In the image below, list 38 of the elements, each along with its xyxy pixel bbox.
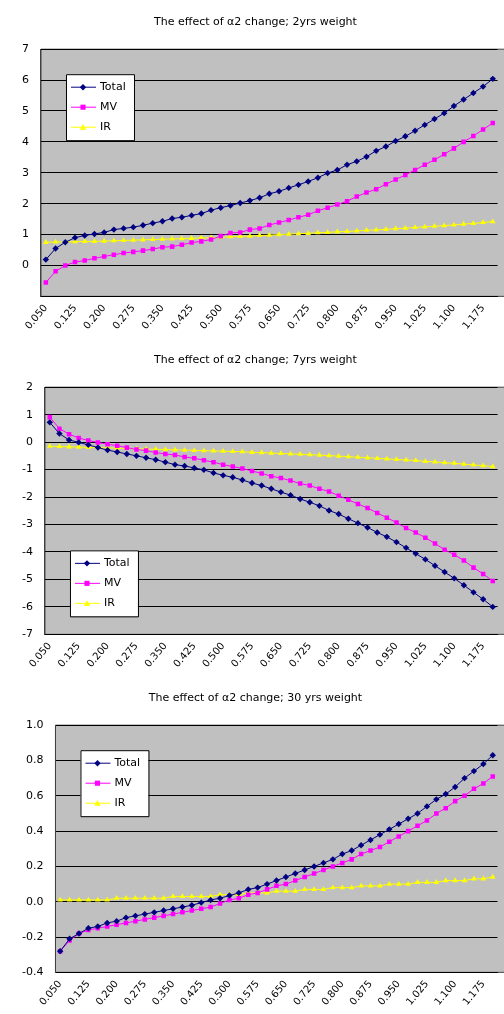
y-tick-label: -1 [22, 462, 33, 476]
legend-label: MV [103, 576, 122, 590]
y-tick-label: 6 [22, 72, 29, 86]
y-tick-label: 0.0 [25, 894, 44, 908]
y-tick-label: 0 [22, 258, 29, 272]
y-tick-label: 0.2 [25, 859, 44, 873]
chart-title: The effect of α2 change; 7yrs weight [153, 353, 358, 367]
legend-label: IR [114, 796, 126, 810]
y-tick-label: -0.4 [21, 965, 44, 979]
y-tick-label: 0 [25, 434, 33, 448]
y-tick-label: -4 [22, 544, 33, 558]
legend-label: MV [100, 100, 118, 114]
legend-label: Total [99, 80, 126, 94]
chart-title: The effect of α2 change; 30 yrs weight [147, 691, 363, 705]
y-tick-label: -0.2 [21, 929, 44, 943]
y-tick-label: 5 [22, 103, 29, 117]
y-tick-label: 2 [25, 380, 33, 394]
y-tick-label: 2 [22, 196, 29, 210]
y-tick-label: -2 [22, 489, 33, 503]
y-tick-label: -3 [22, 517, 33, 531]
legend-label: IR [103, 596, 116, 610]
legend-label: Total [102, 556, 130, 570]
y-tick-label: 7 [22, 42, 29, 56]
y-tick-label: 1 [22, 227, 29, 241]
y-tick-label: 1 [25, 407, 33, 421]
y-tick-label: -7 [22, 627, 33, 641]
y-tick-label: 0.6 [25, 788, 44, 802]
chart-title: The effect of α2 change; 2yrs weight [153, 15, 358, 29]
y-tick-label: 0.8 [25, 753, 44, 767]
y-tick-label: -5 [22, 572, 33, 586]
y-tick-label: 0.4 [25, 823, 44, 837]
y-tick-label: -6 [22, 599, 33, 613]
legend-label: IR [100, 120, 112, 134]
legend-label: MV [114, 776, 132, 790]
y-tick-label: 4 [22, 134, 29, 148]
legend-label: Total [113, 756, 141, 770]
y-tick-label: 1.0 [25, 718, 44, 732]
y-tick-label: 3 [22, 165, 29, 179]
